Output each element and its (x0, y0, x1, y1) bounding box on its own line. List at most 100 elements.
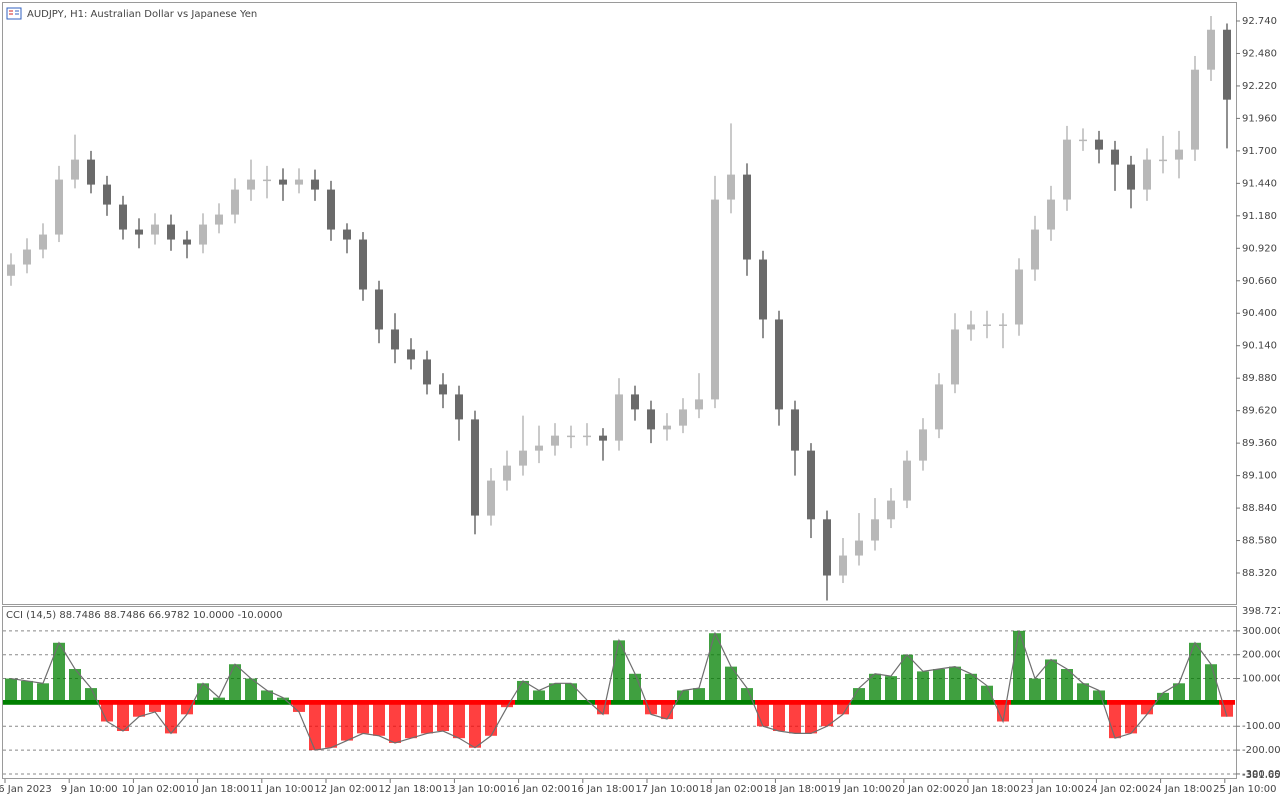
candle-body (791, 409, 799, 451)
level-band (19, 700, 35, 705)
y-tick-label: -100.0000 (1242, 721, 1280, 732)
candle-body (1175, 149, 1183, 160)
level-band (451, 700, 467, 705)
level-band (355, 700, 371, 705)
cci-bar (69, 669, 81, 703)
cci-bar (1173, 683, 1185, 703)
cci-bar (853, 688, 865, 703)
cci-bar (421, 702, 433, 734)
candle-body (1111, 149, 1119, 165)
candle-body (743, 174, 751, 260)
cci-bar (453, 702, 465, 739)
candle-body (1095, 139, 1103, 150)
level-band (147, 700, 163, 705)
cci-bar (1045, 659, 1057, 703)
cci-bar (693, 688, 705, 703)
y-tick-label: 92.220 (1242, 81, 1277, 92)
candle-body (919, 429, 927, 461)
indicator-title: CCI (14,5) 88.7486 88.7486 66.9782 10.00… (6, 610, 282, 621)
level-band (115, 700, 131, 705)
cci-bar (549, 683, 561, 703)
cci-bar (485, 702, 497, 736)
level-band (339, 700, 355, 705)
cci-bar (181, 702, 193, 715)
candle-body (951, 329, 959, 385)
level-band (867, 700, 883, 705)
level-band (1091, 700, 1107, 705)
x-tick-label: 12 Jan 02:00 (314, 784, 377, 795)
level-band (419, 700, 435, 705)
x-tick-label: 11 Jan 10:00 (250, 784, 313, 795)
level-band (1123, 700, 1139, 705)
candle-body (759, 259, 767, 320)
candle-body (1159, 159, 1167, 162)
candle-body (103, 184, 111, 205)
level-band (643, 700, 659, 705)
cci-bar (933, 669, 945, 703)
candle-body (487, 480, 495, 516)
cci-bar (869, 673, 881, 703)
level-band (67, 700, 83, 705)
scale-min-label: -381.6570 (1242, 770, 1280, 781)
level-band (387, 700, 403, 705)
level-band (915, 700, 931, 705)
level-band (1043, 700, 1059, 705)
x-tick-label: 10 Jan 02:00 (122, 784, 185, 795)
candle-body (1079, 139, 1087, 142)
x-tick-label: 9 Jan 10:00 (61, 784, 118, 795)
cci-bar (117, 702, 129, 732)
cci-bar (1189, 642, 1201, 703)
cci-bar (533, 690, 545, 703)
candle-body (1207, 29, 1215, 70)
candle-body (359, 239, 367, 290)
candle-body (663, 425, 671, 430)
candle-body (423, 359, 431, 385)
y-tick-label: 300.0000 (1242, 626, 1280, 637)
level-band (1171, 700, 1187, 705)
level-band (259, 700, 275, 705)
level-band (1187, 700, 1203, 705)
y-tick-label: 90.400 (1242, 308, 1277, 319)
level-band (1059, 700, 1075, 705)
candle-body (295, 179, 303, 185)
x-tick-label: 10 Jan 18:00 (186, 784, 249, 795)
candle-body (375, 289, 383, 330)
cci-bar (245, 678, 257, 703)
candle-body (535, 445, 543, 451)
candle-body (23, 249, 31, 265)
x-tick-label: 6 Jan 2023 (0, 784, 52, 795)
candle-body (1143, 159, 1151, 190)
y-tick-label: 91.180 (1242, 211, 1277, 222)
level-band (163, 700, 179, 705)
level-band (275, 700, 291, 705)
cci-bar (837, 702, 849, 715)
cci-bar (821, 702, 833, 727)
cci-bar (373, 702, 385, 736)
level-band (195, 700, 211, 705)
cci-bar (293, 702, 305, 712)
level-band (467, 700, 483, 705)
candle-body (39, 234, 47, 250)
candle-body (167, 224, 175, 240)
level-band (595, 700, 611, 705)
cci-bar (709, 633, 721, 703)
candle-body (775, 319, 783, 410)
candle-body (327, 189, 335, 230)
cci-bar (597, 702, 609, 715)
candle-body (903, 460, 911, 501)
y-tick-label: -300.0000 (1242, 769, 1280, 780)
candle-body (151, 224, 159, 235)
x-tick-label: 24 Jan 18:00 (1149, 784, 1212, 795)
cci-bar (37, 683, 49, 703)
cci-bar (325, 702, 337, 748)
level-band (307, 700, 323, 705)
cci-bar (1029, 678, 1041, 703)
candle-body (1223, 29, 1231, 100)
candle-body (231, 189, 239, 215)
cci-bar (197, 683, 209, 703)
level-band (1107, 700, 1123, 705)
candle-body (679, 409, 687, 426)
level-band (563, 700, 579, 705)
cci-bar (565, 683, 577, 703)
cci-bar (21, 680, 33, 703)
